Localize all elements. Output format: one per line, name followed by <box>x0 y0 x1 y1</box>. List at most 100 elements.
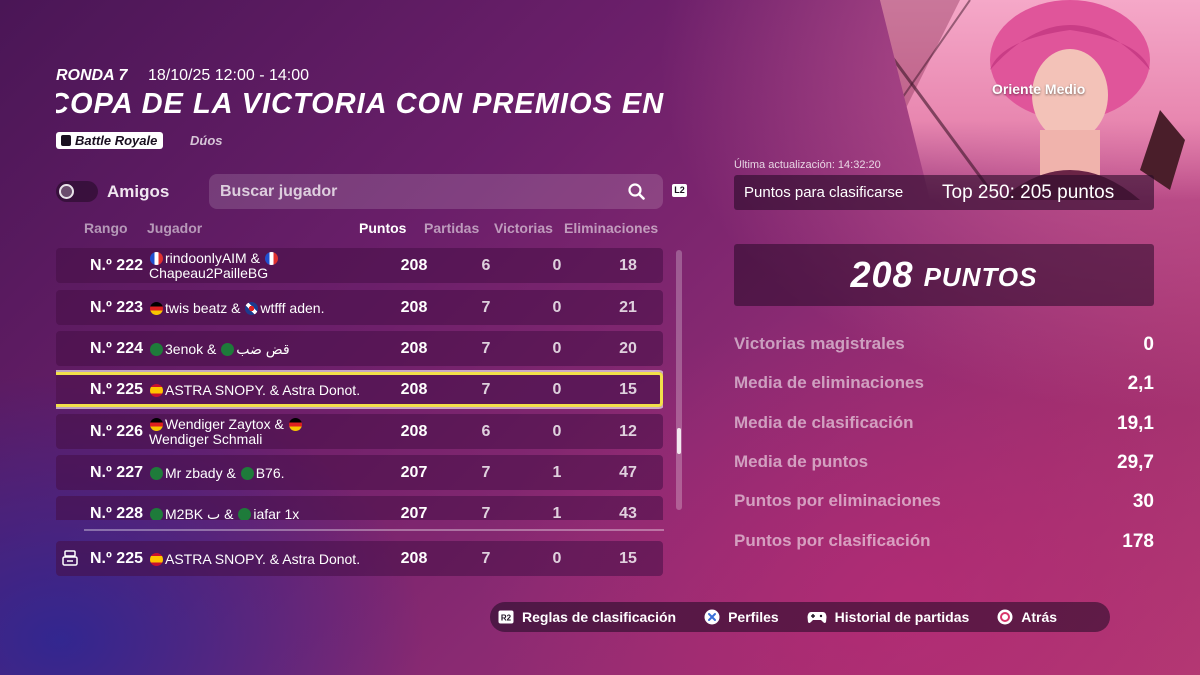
qualify-value: Top 250: 205 puntos <box>942 182 1115 203</box>
row-points: 208 <box>400 423 428 440</box>
uk-flag-icon <box>245 301 259 315</box>
stat-value: 19,1 <box>1117 413 1154 434</box>
row-games: 6 <box>481 257 491 274</box>
player-two: Astra Donot. <box>282 550 361 567</box>
row-rank: N.º 228 <box>90 505 143 520</box>
leaderboard-list[interactable]: N.º 222 rindoonlyAIM & Chapeau2PailleBG … <box>56 248 663 520</box>
row-players: ASTRA SNOPY. & Astra Donot. <box>149 544 389 574</box>
row-games: 7 <box>481 340 491 357</box>
column-wins[interactable]: Victorias <box>494 220 553 236</box>
row-points: 208 <box>400 340 428 357</box>
scrollbar-thumb[interactable] <box>677 428 681 454</box>
character-illustration <box>880 0 1185 200</box>
search-icon[interactable] <box>628 183 645 200</box>
stat-label: Puntos por eliminaciones <box>734 491 941 510</box>
total-points-label: PUNTOS <box>923 261 1038 292</box>
row-games: 7 <box>481 381 491 398</box>
table-row[interactable]: N.º 222 rindoonlyAIM & Chapeau2PailleBG … <box>56 248 663 283</box>
saudi-flag-icon <box>150 466 163 480</box>
event-title: COPA DE LA VICTORIA CON PREMIOS EN <box>56 88 736 128</box>
qualify-label: Puntos para clasificarse <box>744 184 904 201</box>
row-wins: 1 <box>552 464 562 481</box>
player-two: Wendiger Schmali <box>149 431 263 447</box>
round-label: RONDA 7 <box>56 67 128 84</box>
player-two: iafar 1x <box>253 505 300 520</box>
table-row[interactable]: N.º 228 M2BK ب & iafar 1x 207 7 1 43 <box>56 496 663 520</box>
own-team-row[interactable]: N.º 225 ASTRA SNOPY. & Astra Donot. 208 … <box>56 541 663 576</box>
cross-button-icon <box>704 609 720 625</box>
mode-sub-label: Dúos <box>190 133 223 148</box>
player-one: Mr zbady <box>165 464 223 481</box>
mode-label: Battle Royale <box>75 133 158 148</box>
row-games: 6 <box>481 423 491 440</box>
saudi-flag-icon <box>240 466 254 480</box>
saudi-flag-icon <box>238 507 252 520</box>
player-two: Chapeau2PailleBG <box>149 265 269 281</box>
profiles-action[interactable]: Perfiles <box>704 609 779 625</box>
row-eliminations: 12 <box>619 423 637 440</box>
column-rank: Rango <box>84 220 128 236</box>
column-games[interactable]: Partidas <box>424 220 480 236</box>
battle-royale-icon <box>61 135 71 146</box>
scrollbar-track[interactable] <box>676 250 682 510</box>
row-wins: 0 <box>552 257 562 274</box>
stat-value: 29,7 <box>1117 452 1154 473</box>
player-two: wtfff aden. <box>260 299 325 316</box>
row-eliminations: 18 <box>619 257 637 274</box>
row-rank: N.º 225 <box>90 381 143 398</box>
table-row[interactable]: N.º 226 Wendiger Zaytox & Wendiger Schma… <box>56 414 663 449</box>
stat-value: 2,1 <box>1127 373 1154 394</box>
event-title-text: COPA DE LA VICTORIA CON PREMIOS EN <box>56 88 665 120</box>
row-wins: 0 <box>552 340 562 357</box>
rules-action[interactable]: R2 Reglas de clasificación <box>498 609 676 625</box>
table-row[interactable]: N.º 227 Mr zbady & B76. 207 7 1 47 <box>56 455 663 490</box>
qualify-box: Puntos para clasificarse Top 250: 205 pu… <box>734 175 1154 210</box>
row-points: 207 <box>400 505 428 520</box>
row-points: 208 <box>400 257 428 274</box>
row-players: twis beatz & wtfff aden. <box>149 293 389 323</box>
player-two: قض ضب <box>236 340 290 357</box>
circle-button-icon <box>997 609 1013 625</box>
total-points-box: 208 PUNTOS <box>734 244 1154 306</box>
player-one: 3enok <box>165 340 204 357</box>
friends-toggle[interactable] <box>56 181 98 202</box>
spain-flag-icon <box>150 383 163 397</box>
germany-flag-icon <box>150 301 163 315</box>
row-players: rindoonlyAIM & Chapeau2PailleBG <box>149 251 389 281</box>
row-points: 207 <box>400 464 428 481</box>
row-rank: N.º 222 <box>90 257 143 274</box>
row-rank: N.º 226 <box>90 423 143 440</box>
table-row[interactable]: N.º 224 3enok & قض ضب 208 7 0 20 <box>56 331 663 366</box>
row-rank: N.º 227 <box>90 464 143 481</box>
column-eliminations[interactable]: Eliminaciones <box>564 220 659 236</box>
row-eliminations: 47 <box>619 464 637 481</box>
row-eliminations: 21 <box>619 299 637 316</box>
region-label: Oriente Medio <box>992 81 1086 97</box>
search-box[interactable] <box>209 174 663 209</box>
column-points[interactable]: Puntos <box>359 220 407 236</box>
row-points: 208 <box>400 381 428 398</box>
back-action[interactable]: Atrás <box>997 609 1057 625</box>
player-one: M2BK ب <box>165 505 221 520</box>
gamepad-icon <box>807 612 827 623</box>
player-one: Wendiger Zaytox <box>165 416 271 432</box>
r2-button-icon: R2 <box>498 610 514 624</box>
player-two: Astra Donot. <box>282 381 361 398</box>
table-row[interactable]: N.º 223 twis beatz & wtfff aden. 208 7 0… <box>56 290 663 325</box>
round-date: 18/10/25 12:00 - 14:00 <box>148 67 310 84</box>
search-input[interactable] <box>220 174 620 209</box>
player-two: B76. <box>255 464 285 481</box>
hero-art <box>880 0 1200 200</box>
stat-value: 30 <box>1132 491 1154 512</box>
stat-label: Victorias magistrales <box>734 334 905 353</box>
row-wins: 0 <box>552 423 562 440</box>
history-action[interactable]: Historial de partidas <box>807 609 970 625</box>
history-label: Historial de partidas <box>834 609 970 625</box>
row-games: 7 <box>481 464 491 481</box>
row-rank: N.º 225 <box>90 550 143 567</box>
rules-label: Reglas de clasificación <box>522 609 677 625</box>
mode-badge: Battle Royale <box>56 132 164 149</box>
table-row-selected[interactable]: N.º 225 ASTRA SNOPY. & Astra Donot. 208 … <box>56 372 663 407</box>
row-eliminations: 20 <box>619 340 637 357</box>
friends-label: Amigos <box>107 182 170 201</box>
